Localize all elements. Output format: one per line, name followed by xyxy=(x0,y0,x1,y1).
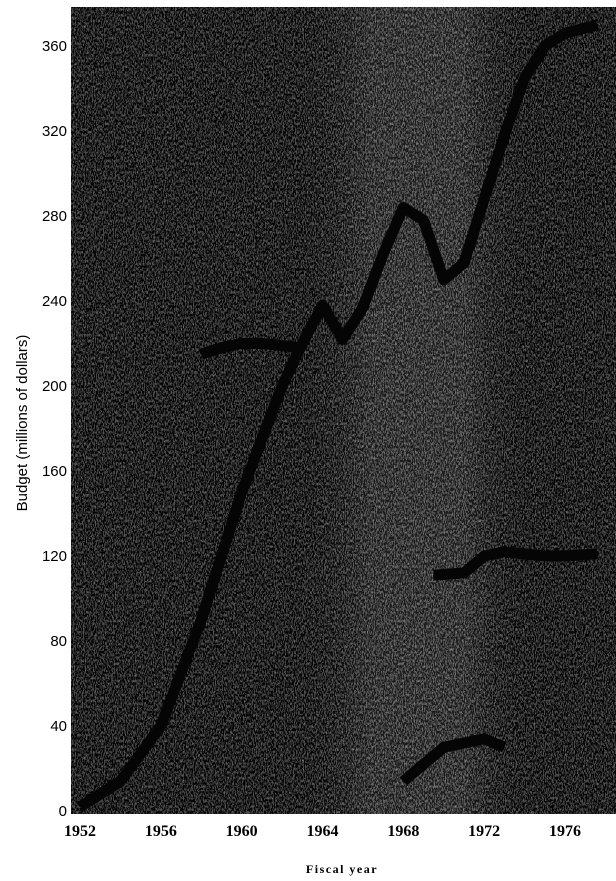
data-point xyxy=(362,306,364,308)
plot-area xyxy=(71,7,616,814)
x-tick-label: 1964 xyxy=(307,823,339,840)
data-point xyxy=(544,45,546,47)
data-point xyxy=(544,555,546,557)
data-point xyxy=(463,572,465,574)
series-line-4 xyxy=(399,733,507,786)
data-point xyxy=(503,551,505,553)
y-axis-label: Budget (millions of dollars) xyxy=(14,335,31,512)
x-tick-label: 1956 xyxy=(145,823,177,840)
y-tick-label: 40 xyxy=(50,718,67,735)
data-point xyxy=(402,780,404,782)
y-tick-label: 200 xyxy=(42,378,67,395)
x-tick-label: 1952 xyxy=(64,823,96,840)
y-tick-label: 0 xyxy=(59,803,67,820)
data-point xyxy=(301,347,303,349)
data-point xyxy=(503,134,505,136)
y-tick-label: 360 xyxy=(42,38,67,55)
data-point xyxy=(596,553,598,555)
data-point xyxy=(596,24,598,26)
data-point xyxy=(79,806,81,808)
y-tick-label: 240 xyxy=(42,293,67,310)
y-tick-label: 80 xyxy=(50,633,67,650)
data-point xyxy=(160,725,162,727)
data-point xyxy=(433,574,435,576)
y-tick-label: 320 xyxy=(42,123,67,140)
data-point xyxy=(200,353,202,355)
y-axis: 0 40 80 120 160 200 240 280 320 360 xyxy=(42,38,67,820)
data-point xyxy=(261,343,263,344)
data-point xyxy=(423,763,424,765)
x-axis-label: Fiscal year xyxy=(306,862,378,876)
data-point xyxy=(483,198,485,200)
data-point xyxy=(342,338,344,340)
data-point xyxy=(443,746,445,748)
data-point xyxy=(503,746,505,748)
data-point xyxy=(443,279,445,281)
plot-halftone-grain xyxy=(71,7,616,814)
data-point xyxy=(423,219,424,221)
data-point xyxy=(524,77,526,79)
data-point xyxy=(200,619,202,621)
data-point xyxy=(221,347,222,349)
data-point xyxy=(322,304,323,306)
data-point xyxy=(524,553,526,555)
data-point xyxy=(402,207,404,208)
data-point xyxy=(241,491,243,493)
y-tick-label: 120 xyxy=(42,548,67,565)
data-point xyxy=(463,742,465,744)
data-point xyxy=(483,555,485,557)
y-tick-label: 160 xyxy=(42,463,67,480)
x-tick-label: 1976 xyxy=(549,823,581,840)
data-point xyxy=(281,345,283,347)
data-point xyxy=(483,738,485,740)
data-point xyxy=(463,262,465,264)
x-axis: 1952 1956 1960 1964 1968 1972 1976 xyxy=(64,823,581,840)
data-point xyxy=(564,32,566,34)
data-point xyxy=(382,253,384,255)
series-line-3 xyxy=(433,546,598,581)
data-point xyxy=(119,780,121,782)
series-layer xyxy=(77,19,599,812)
x-tick-label: 1960 xyxy=(226,823,258,840)
y-tick-label: 280 xyxy=(42,208,67,225)
data-point xyxy=(241,343,243,344)
x-tick-label: 1968 xyxy=(387,823,419,840)
data-point xyxy=(564,555,566,557)
data-point xyxy=(281,385,283,387)
x-tick-label: 1972 xyxy=(468,823,500,840)
series-line-2 xyxy=(199,338,303,360)
